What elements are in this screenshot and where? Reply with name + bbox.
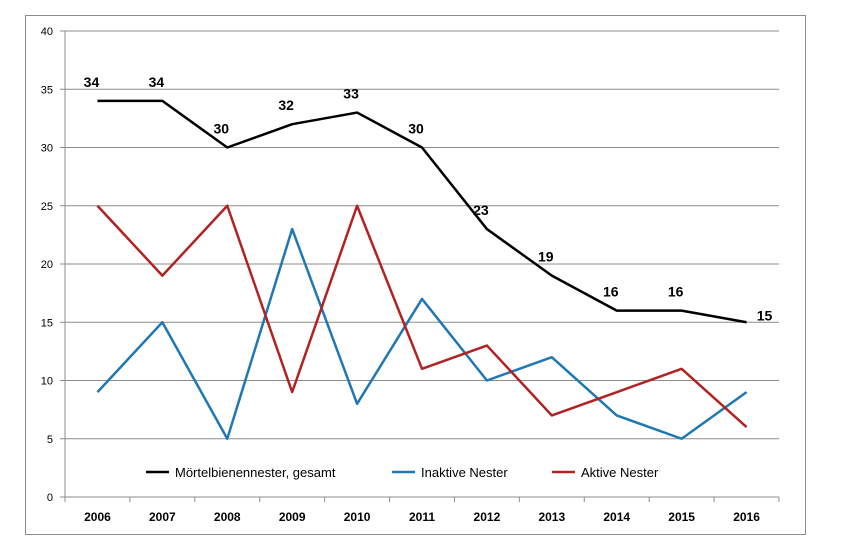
data-label: 33 xyxy=(343,86,359,102)
gridlines xyxy=(60,30,780,502)
x-tick-label: 2008 xyxy=(214,510,241,524)
y-tick-label: 35 xyxy=(41,84,53,96)
y-tick-label: 0 xyxy=(47,492,53,504)
data-label: 32 xyxy=(278,97,294,113)
data-label: 23 xyxy=(473,202,489,218)
series-lines xyxy=(96,99,748,440)
y-tick-label: 30 xyxy=(41,143,53,155)
data-label: 30 xyxy=(213,121,229,137)
data-labels: 34 34 30 32 33 30 23 19 16 16 15 xyxy=(84,74,773,323)
data-label: 30 xyxy=(408,121,424,137)
x-tick-label: 2006 xyxy=(84,510,111,524)
x-tick-label: 2011 xyxy=(409,510,435,524)
y-tick-label: 10 xyxy=(41,376,53,388)
data-label: 34 xyxy=(149,74,165,90)
x-tick-label: 2012 xyxy=(474,510,501,524)
y-tick-label: 40 xyxy=(41,26,53,38)
legend-label: Inaktive Nester xyxy=(421,465,508,480)
series-line xyxy=(97,99,747,324)
data-label: 34 xyxy=(84,74,100,90)
x-tick-label: 2015 xyxy=(668,510,695,524)
series-line xyxy=(96,204,748,429)
y-tick-label: 20 xyxy=(41,259,53,271)
x-tick-label: 2007 xyxy=(149,510,176,524)
series-line xyxy=(96,227,748,440)
x-tick-label: 2014 xyxy=(603,510,630,524)
data-label: 16 xyxy=(603,284,619,300)
legend: Mörtelbienennester, gesamt Inaktive Neste… xyxy=(146,465,659,480)
x-tick-label: 2013 xyxy=(538,510,565,524)
x-tick-label: 2016 xyxy=(733,510,760,524)
x-tick-label: 2009 xyxy=(279,510,306,524)
data-label: 16 xyxy=(668,284,684,300)
y-axis-ticks: 0 5 10 15 20 25 30 35 40 xyxy=(41,26,53,504)
data-label: 19 xyxy=(538,249,554,265)
x-tick-label: 2010 xyxy=(344,510,371,524)
legend-label: Aktive Nester xyxy=(581,465,659,480)
legend-label: Mörtelbienennester, gesamt xyxy=(175,465,336,480)
x-axis-ticks: 2006 2007 2008 2009 2010 2011 2012 2013 2014 2015… xyxy=(84,510,760,524)
data-label: 15 xyxy=(757,307,773,323)
y-tick-label: 15 xyxy=(41,317,53,329)
y-tick-label: 5 xyxy=(47,434,53,446)
y-tick-label: 25 xyxy=(41,201,53,213)
